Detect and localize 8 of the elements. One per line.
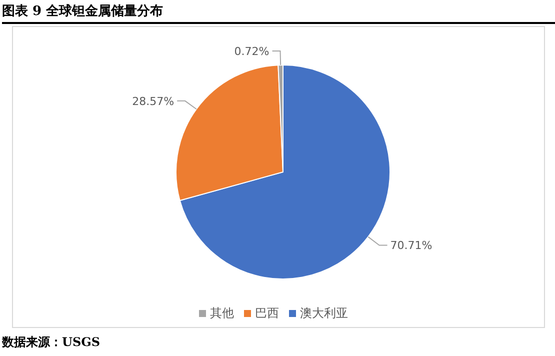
data-label: 0.72% — [234, 44, 270, 58]
source-note: 数据来源：USGS — [2, 334, 100, 351]
legend-label: 巴西 — [255, 306, 279, 320]
chart-title: 图表 9 全球钽金属储量分布 — [2, 2, 555, 24]
legend-label: 其他 — [210, 306, 234, 320]
data-label: 28.57% — [132, 94, 174, 108]
data-label: 70.71% — [390, 239, 432, 252]
legend-label: 澳大利亚 — [300, 306, 348, 320]
